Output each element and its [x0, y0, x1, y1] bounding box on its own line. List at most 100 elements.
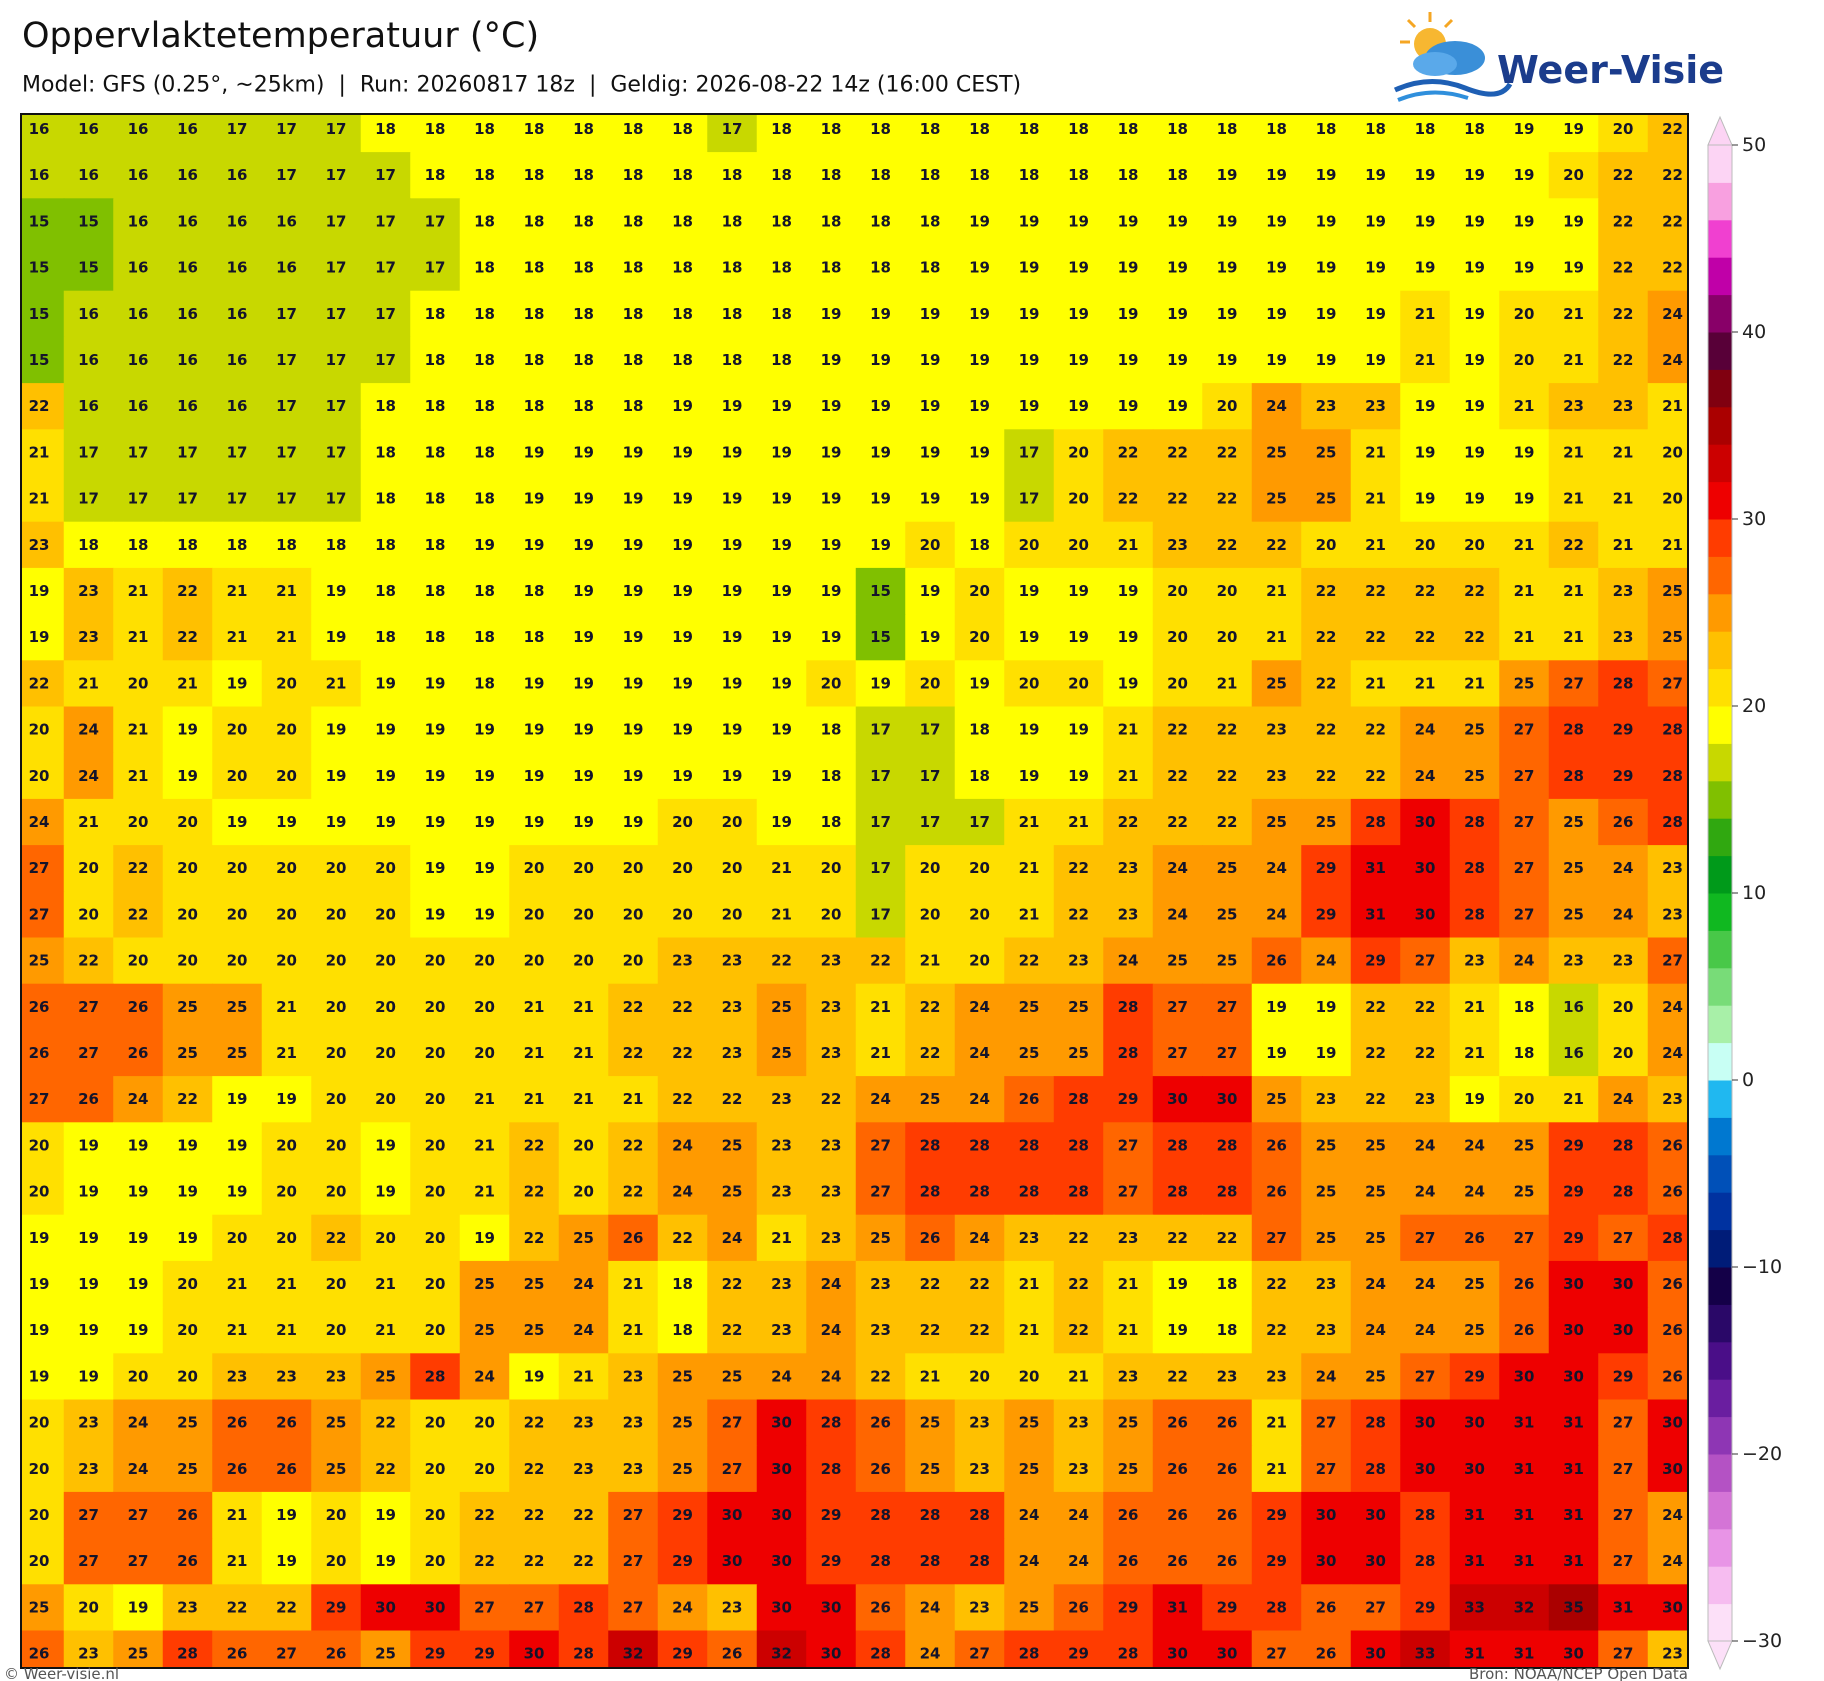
temperature-cell — [855, 845, 906, 892]
temperature-cell — [1251, 1445, 1302, 1493]
temperature-cell — [459, 706, 510, 754]
temperature-cell — [162, 891, 213, 939]
temperature-label: 18 — [425, 166, 446, 184]
temperature-label: 18 — [474, 305, 495, 323]
temperature-label: 30 — [771, 1552, 792, 1570]
temperature-cell — [1400, 1445, 1451, 1493]
temperature-label: 18 — [375, 490, 396, 508]
temperature-label: 21 — [1563, 351, 1584, 369]
temperature-cell — [1548, 336, 1599, 384]
temperature-cell — [954, 1584, 1005, 1632]
temperature-cell — [1202, 429, 1253, 477]
temperature-label: 21 — [276, 582, 297, 600]
temperature-cell — [1004, 567, 1055, 615]
temperature-cell — [212, 383, 263, 430]
temperature-cell — [1004, 1214, 1055, 1262]
temperature-cell — [905, 1168, 956, 1216]
temperature-label: 20 — [1514, 305, 1535, 323]
temperature-cell — [1400, 198, 1451, 246]
temperature-label: 24 — [1415, 1321, 1436, 1339]
temperature-label: 16 — [227, 305, 248, 323]
temperature-cell — [608, 1122, 659, 1170]
temperature-label: 20 — [29, 767, 50, 785]
temperature-label: 24 — [573, 1275, 594, 1293]
temperature-cell — [1251, 1260, 1302, 1308]
temperature-label: 31 — [1464, 1645, 1485, 1663]
temperature-cell — [1202, 660, 1253, 708]
temperature-label: 30 — [722, 1506, 743, 1524]
temperature-label: 19 — [573, 536, 594, 554]
temperature-label: 16 — [177, 166, 198, 184]
temperature-cell — [707, 614, 758, 661]
temperature-label: 28 — [870, 1552, 891, 1570]
temperature-label: 29 — [1266, 1506, 1287, 1524]
temperature-cell — [1202, 1307, 1253, 1354]
temperature-cell — [21, 336, 65, 384]
temperature-cell — [360, 983, 411, 1031]
temperature-label: 29 — [821, 1552, 842, 1570]
temperature-cell — [1598, 521, 1649, 569]
temperature-label: 22 — [573, 1552, 594, 1570]
temperature-cell — [360, 937, 411, 985]
temperature-label: 30 — [771, 1414, 792, 1432]
temperature-label: 22 — [870, 952, 891, 970]
temperature-label: 23 — [771, 1183, 792, 1201]
temperature-cell — [1400, 152, 1451, 199]
temperature-cell — [1647, 1445, 1688, 1493]
temperature-cell — [1103, 152, 1154, 199]
temperature-cell — [1053, 891, 1104, 939]
temperature-cell — [21, 290, 65, 338]
temperature-cell — [1499, 1630, 1550, 1668]
temperature-cell — [509, 660, 560, 708]
temperature-label: 25 — [1118, 1460, 1139, 1478]
temperature-cell — [63, 1445, 114, 1493]
temperature-label: 19 — [375, 813, 396, 831]
temperature-cell — [1598, 1630, 1649, 1668]
temperature-cell — [1449, 244, 1500, 292]
temperature-label: 23 — [771, 1090, 792, 1108]
temperature-label: 33 — [1415, 1645, 1436, 1663]
temperature-cell — [1647, 290, 1688, 338]
temperature-cell — [1301, 1168, 1352, 1216]
temperature-label: 18 — [524, 628, 545, 646]
temperature-label: 20 — [375, 1229, 396, 1247]
temperature-cell — [707, 1307, 758, 1354]
temperature-label: 19 — [1068, 582, 1089, 600]
temperature-cell — [1053, 798, 1104, 846]
temperature-cell — [1499, 1538, 1550, 1585]
temperature-cell — [806, 198, 857, 246]
temperature-label: 18 — [425, 490, 446, 508]
temperature-cell — [1499, 706, 1550, 754]
temperature-cell — [1400, 798, 1451, 846]
temperature-cell — [1449, 429, 1500, 477]
temperature-label: 22 — [524, 1460, 545, 1478]
temperature-label: 21 — [276, 1044, 297, 1062]
temperature-cell — [608, 1491, 659, 1539]
temperature-cell — [657, 521, 708, 569]
temperature-label: 25 — [1266, 813, 1287, 831]
temperature-cell — [1103, 660, 1154, 708]
temperature-cell — [360, 429, 411, 477]
temperature-cell — [509, 475, 560, 523]
temperature-label: 16 — [128, 305, 149, 323]
temperature-label: 19 — [276, 1090, 297, 1108]
temperature-label: 19 — [623, 674, 644, 692]
temperature-cell — [756, 244, 807, 292]
temperature-cell — [806, 114, 857, 153]
temperature-cell — [707, 1491, 758, 1539]
temperature-label: 22 — [1365, 767, 1386, 785]
temperature-label: 26 — [227, 1645, 248, 1663]
temperature-cell — [1548, 1122, 1599, 1170]
temperature-cell — [1103, 1214, 1154, 1262]
temperature-label: 23 — [722, 998, 743, 1016]
temperature-label: 25 — [1365, 1367, 1386, 1385]
temperature-cell — [1548, 798, 1599, 846]
temperature-label: 20 — [920, 536, 941, 554]
temperature-cell — [410, 1122, 461, 1170]
temperature-label: 21 — [623, 1090, 644, 1108]
temperature-cell — [509, 290, 560, 338]
temperature-label: 19 — [227, 1136, 248, 1154]
temperature-cell — [905, 429, 956, 477]
temperature-label: 19 — [821, 536, 842, 554]
temperature-cell — [1449, 383, 1500, 430]
